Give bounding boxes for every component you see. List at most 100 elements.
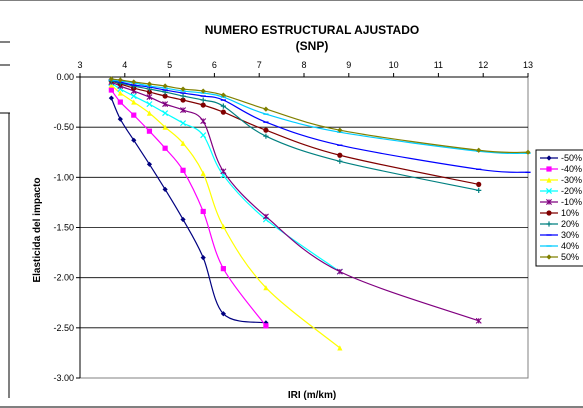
data-point <box>162 110 169 117</box>
data-point <box>546 177 552 183</box>
data-point <box>545 187 553 195</box>
x-tick-label: 10 <box>389 60 399 70</box>
data-point <box>146 94 153 101</box>
data-point <box>200 255 206 261</box>
data-point <box>130 93 137 100</box>
data-point <box>262 213 269 220</box>
data-point <box>525 149 531 155</box>
data-point <box>200 88 206 94</box>
data-point <box>546 155 552 161</box>
data-point <box>220 311 226 317</box>
data-point <box>146 110 153 116</box>
legend-label: 10% <box>561 208 579 218</box>
legend-item: -10% <box>540 197 582 207</box>
y-tick-label: -1.50 <box>53 223 74 233</box>
y-tick-label: -2.50 <box>53 323 74 333</box>
data-point <box>162 124 168 130</box>
y-axis-ticks: 0.00 -0.50 -1.00 -1.50 -2.00 -2.50 -3.00 <box>53 72 81 383</box>
x-axis-label: IRI (m/km) <box>288 390 336 401</box>
data-point <box>146 101 153 108</box>
data-point <box>546 210 552 216</box>
data-point <box>220 168 227 175</box>
legend-label: 30% <box>561 230 579 240</box>
x-tick-label: 7 <box>257 60 262 70</box>
data-point <box>162 101 169 108</box>
data-point <box>337 127 343 133</box>
data-point <box>546 254 552 260</box>
data-point <box>546 221 552 227</box>
legend-label: 40% <box>561 241 579 251</box>
data-point <box>220 92 226 98</box>
data-point <box>263 127 269 133</box>
data-point <box>200 102 206 108</box>
legend-item: 30% <box>540 230 579 240</box>
series--50% <box>108 95 269 326</box>
data-point <box>200 170 206 176</box>
data-point <box>263 285 269 291</box>
legend-item: 50% <box>540 252 579 262</box>
data-point <box>200 132 207 139</box>
legend-item: -40% <box>540 164 582 174</box>
y-tick-label: -1.00 <box>53 172 74 182</box>
data-point <box>180 167 186 173</box>
data-point <box>131 112 137 118</box>
data-point <box>180 120 187 127</box>
x-tick-label: 9 <box>346 60 351 70</box>
series-line <box>111 80 479 185</box>
x-tick-label: 11 <box>434 60 443 70</box>
legend-label: -40% <box>561 164 582 174</box>
data-point <box>108 82 114 88</box>
y-tick-label: -3.00 <box>53 373 74 383</box>
data-point <box>117 99 123 105</box>
data-point <box>200 118 207 125</box>
series--40% <box>108 87 269 329</box>
data-point <box>220 103 226 109</box>
legend-item: -30% <box>540 175 582 185</box>
data-point <box>108 95 114 101</box>
series--30% <box>108 82 343 351</box>
x-axis-ticks: 3 4 5 6 7 8 9 10 11 12 13 <box>77 60 533 78</box>
legend-item: -20% <box>540 186 582 196</box>
data-point <box>546 199 552 205</box>
series--20% <box>108 79 343 275</box>
data-point <box>162 93 168 99</box>
x-tick-label: 3 <box>77 60 82 70</box>
legend: -50%-40%-30%-20%-10%10%20%30%40%50% <box>535 149 583 267</box>
data-point <box>263 106 269 112</box>
x-tick-label: 4 <box>122 60 127 70</box>
y-tick-label: 0.00 <box>56 72 74 82</box>
data-point <box>180 97 186 103</box>
x-tick-label: 8 <box>301 60 306 70</box>
x-tick-label: 12 <box>478 60 488 70</box>
legend-label: 50% <box>561 252 579 262</box>
legend-label: -30% <box>561 175 582 185</box>
data-point <box>180 86 186 92</box>
y-axis-label: Elasticida del impacto <box>32 177 43 282</box>
chart-subtitle: (SNP) <box>296 39 329 53</box>
data-point <box>200 208 206 215</box>
data-point <box>476 147 482 153</box>
data-point <box>476 187 482 193</box>
data-point <box>146 89 153 95</box>
data-point <box>180 93 186 99</box>
legend-item: 20% <box>540 219 579 229</box>
data-point <box>146 81 153 87</box>
plot-area <box>79 76 529 379</box>
series-line <box>111 82 341 273</box>
data-point <box>146 128 153 134</box>
data-point <box>546 166 552 172</box>
y-tick-label: -2.00 <box>53 273 74 283</box>
x-tick-label: 13 <box>523 60 533 70</box>
data-point <box>162 145 168 151</box>
data-point <box>337 158 343 164</box>
data-point <box>108 87 114 93</box>
data-point <box>220 266 226 272</box>
data-point <box>162 83 168 89</box>
series-line <box>110 84 341 349</box>
legend-item: 40% <box>540 241 579 251</box>
x-tick-label: 6 <box>212 60 217 70</box>
x-tick-label: 5 <box>167 60 172 70</box>
legend-label: -50% <box>561 153 582 163</box>
data-point <box>180 107 187 114</box>
